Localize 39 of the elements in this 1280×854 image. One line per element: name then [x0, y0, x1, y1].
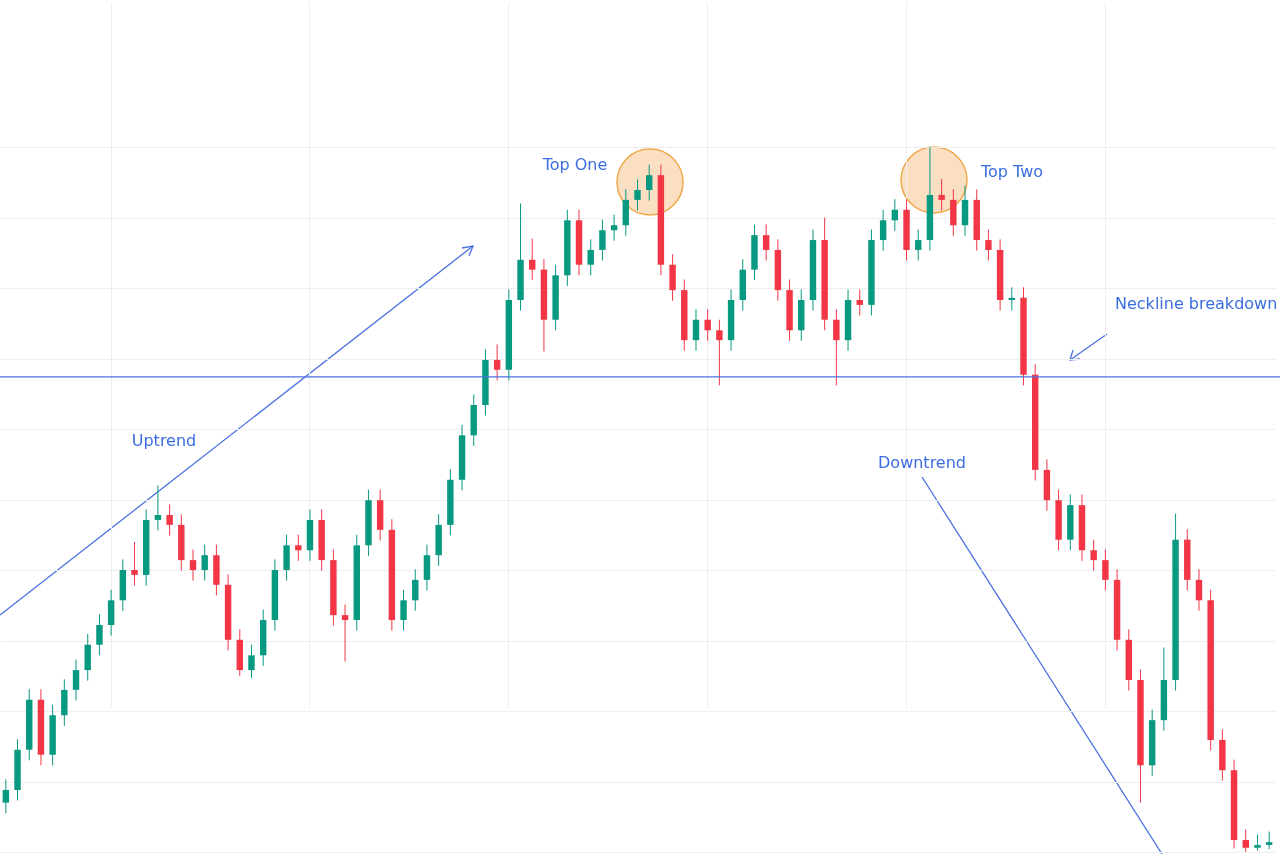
- candlestick: [610, 214, 618, 242]
- annotation: Top Two: [979, 162, 1044, 181]
- candlestick: [201, 544, 208, 582]
- candlestick: [154, 484, 162, 532]
- candlestick: [716, 319, 723, 386]
- candlestick: [72, 659, 80, 701]
- annotation: Uptrend: [131, 431, 197, 450]
- annotation: Downtrend: [878, 453, 966, 472]
- candlestick: [938, 178, 945, 211]
- candlestick: [599, 219, 606, 262]
- candlestick: [412, 568, 419, 612]
- candlestick: [833, 308, 840, 386]
- annotation: Neckline breakdown: [1115, 294, 1278, 313]
- candlestick: [1102, 549, 1109, 591]
- candlestick: [295, 534, 302, 562]
- candlestick: [645, 164, 653, 202]
- candlestick: [856, 288, 863, 316]
- candlestick: [2, 778, 10, 814]
- candlestick: [341, 604, 349, 663]
- candlestick: [529, 238, 536, 281]
- candlestick: [493, 343, 501, 381]
- candlestick: [189, 549, 197, 582]
- candlestick: [879, 209, 887, 252]
- candlestick: [915, 228, 922, 262]
- candlestick: [692, 308, 700, 352]
- candlestick: [166, 503, 173, 536]
- annotation: Top One: [541, 155, 608, 174]
- candlestick: [1195, 568, 1203, 612]
- candlestick: [762, 224, 770, 262]
- candlestick: [96, 613, 103, 656]
- candlestick: [248, 644, 255, 679]
- candlestick: [634, 178, 641, 211]
- candlestick: [131, 541, 138, 587]
- candlestick: [1242, 828, 1249, 853]
- candlestick: [400, 589, 407, 632]
- candlestick: [704, 308, 711, 342]
- candlestick: [985, 228, 992, 262]
- candlestick: [587, 238, 594, 276]
- candlestick: [1090, 539, 1097, 572]
